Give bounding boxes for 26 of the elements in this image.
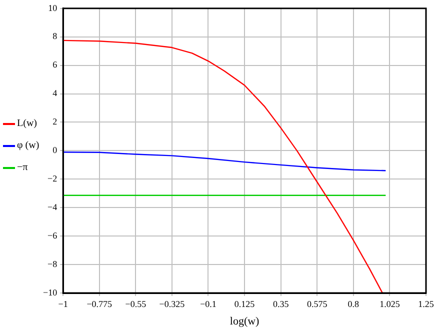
x-tick-label: −0.1 xyxy=(200,298,216,309)
y-tick-label: −10 xyxy=(43,287,58,298)
x-tick-label: −0.325 xyxy=(159,298,186,309)
y-tick-label: 0 xyxy=(52,145,58,156)
legend-label: L(w) xyxy=(17,118,37,130)
y-tick-label: −6 xyxy=(48,230,58,240)
y-tick-label: 8 xyxy=(52,31,58,42)
x-tick-label: 0.125 xyxy=(234,298,256,309)
x-tick-label: −1 xyxy=(58,298,68,309)
y-tick-label: −8 xyxy=(48,258,58,269)
y-tick-label: 4 xyxy=(52,88,58,98)
x-tick-label: 0.8 xyxy=(348,298,360,309)
y-tick-label: 10 xyxy=(48,2,58,13)
x-tick-label: 0.35 xyxy=(272,298,290,309)
x-axis-title: log(w) xyxy=(230,315,260,328)
legend-label: −π xyxy=(17,162,28,174)
x-tick-label: 1.25 xyxy=(418,298,434,309)
x-tick-label: −0.55 xyxy=(125,298,147,309)
y-tick-label: −4 xyxy=(48,202,58,212)
x-tick-label: 1.025 xyxy=(380,298,400,309)
y-tick-label: −2 xyxy=(48,174,58,184)
x-tick-label: −0.775 xyxy=(86,298,113,309)
x-tick-label: 0.575 xyxy=(307,298,328,309)
y-tick-label: 6 xyxy=(52,60,58,70)
y-tick-label: 2 xyxy=(52,116,58,127)
legend-label: φ (w) xyxy=(17,140,40,152)
